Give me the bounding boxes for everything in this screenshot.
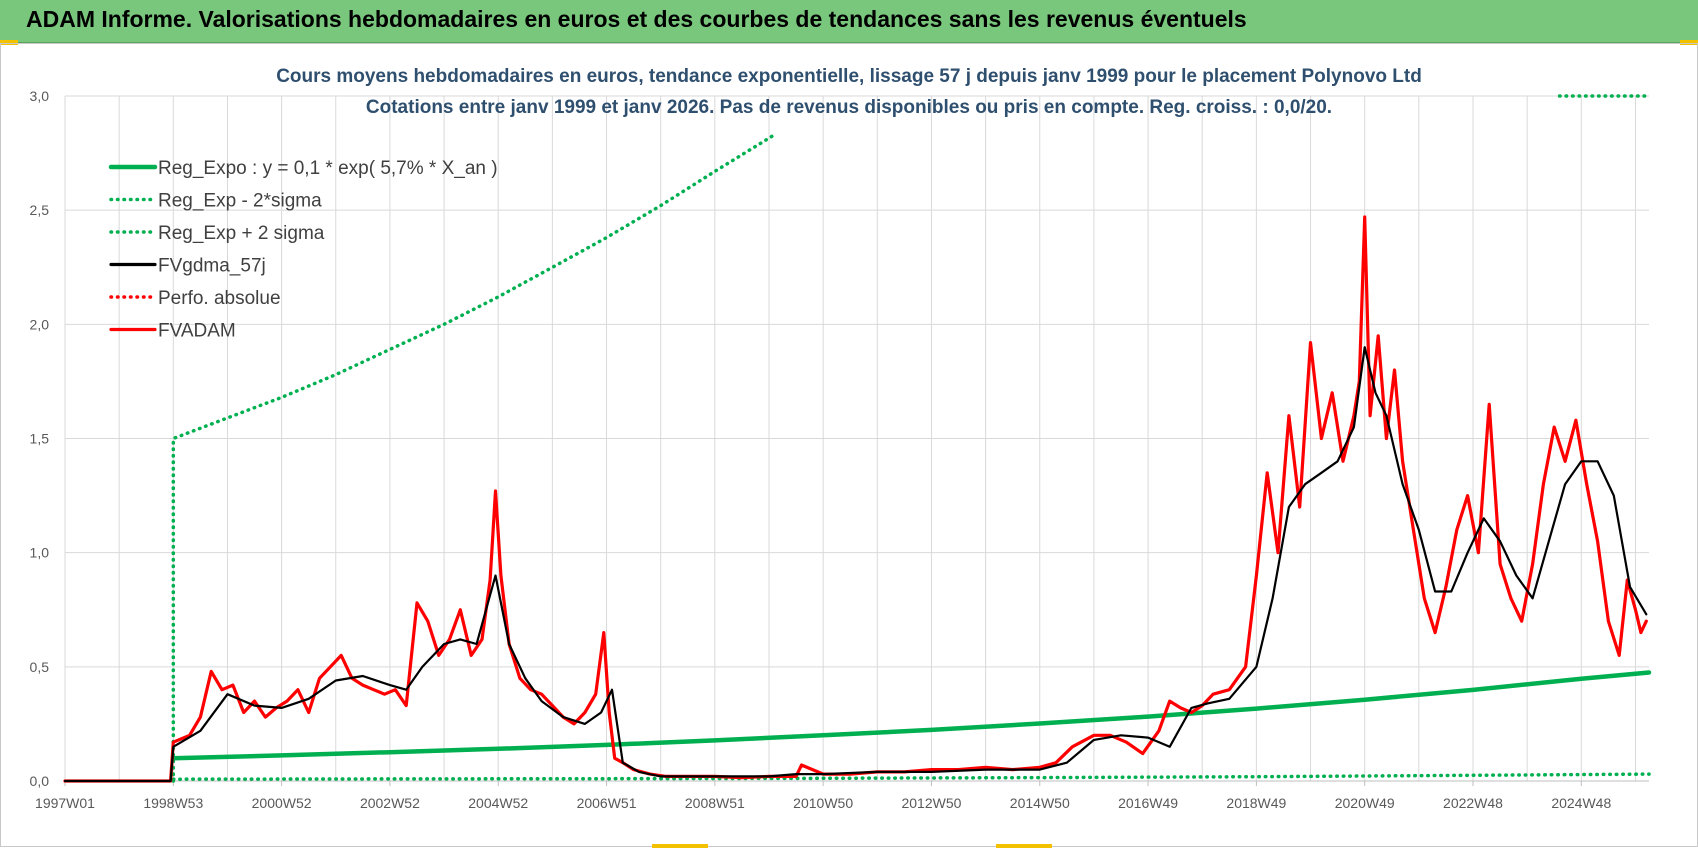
page-title: ADAM Informe. Valorisations hebdomadaire… [26,6,1247,32]
header-banner: ADAM Informe. Valorisations hebdomadaire… [0,0,1698,43]
corner-marker-right [1680,40,1698,45]
series-line-0 [171,670,1652,761]
y-tick-label: 1,0 [30,545,50,561]
x-tick-label: 2010W50 [793,795,853,811]
chart-subtitle: Cotations entre janv 1999 et janv 2026. … [365,97,1333,118]
series-line-2 [171,133,777,783]
bottom-marker [652,844,708,848]
x-tick-label: 2014W50 [1010,795,1070,811]
corner-marker-left [0,40,18,45]
series-line-1 [171,772,1651,781]
series-line-3 [63,346,1648,783]
x-tick-label: 2002W52 [360,795,420,811]
chart-frame: 0,0 0,5 1,0 1,5 2,0 2,5 3,0 1997W01 1998W53 2000W… [0,43,1698,847]
y-tick-label: 3,0 [30,88,50,104]
y-tick-label: 2,5 [30,202,50,218]
x-tick-label: 2018W49 [1226,795,1286,811]
legend-label: Reg_Exp + 2 sigma [158,223,325,244]
x-tick-label: 2006W51 [577,795,637,811]
y-tick-label: 0,0 [30,773,50,789]
legend-label: Reg_Expo : y = 0,1 * exp( 5,7% * X_an ) [158,158,498,179]
x-tick-label: 2000W52 [252,795,312,811]
series-line-5 [63,215,1648,783]
x-tick-label: 2004W52 [468,795,528,811]
x-tick-label: 2012W50 [901,795,961,811]
x-tick-label: 2016W49 [1118,795,1178,811]
chart-title: Cours moyens hebdomadaires en euros, ten… [276,66,1422,87]
legend-label: Reg_Exp - 2*sigma [158,191,322,212]
x-tick-label: 2022W48 [1443,795,1503,811]
x-tick-label: 2024W48 [1551,795,1611,811]
legend-label: FVADAM [158,321,236,342]
x-tick-label: 1998W53 [143,795,203,811]
x-tick-label: 2020W49 [1335,795,1395,811]
y-tick-label: 1,5 [30,431,50,447]
bottom-marker [996,844,1052,848]
x-tick-label: 2008W51 [685,795,745,811]
legend-label: FVgdma_57j [158,256,266,277]
y-tick-label: 0,5 [30,659,50,675]
legend-label: Perfo. absolue [158,288,281,309]
x-tick-label: 1997W01 [35,795,95,811]
y-tick-label: 2,0 [30,316,50,332]
line-chart: 0,0 0,5 1,0 1,5 2,0 2,5 3,0 1997W01 1998W53 2000W… [30,88,1652,811]
